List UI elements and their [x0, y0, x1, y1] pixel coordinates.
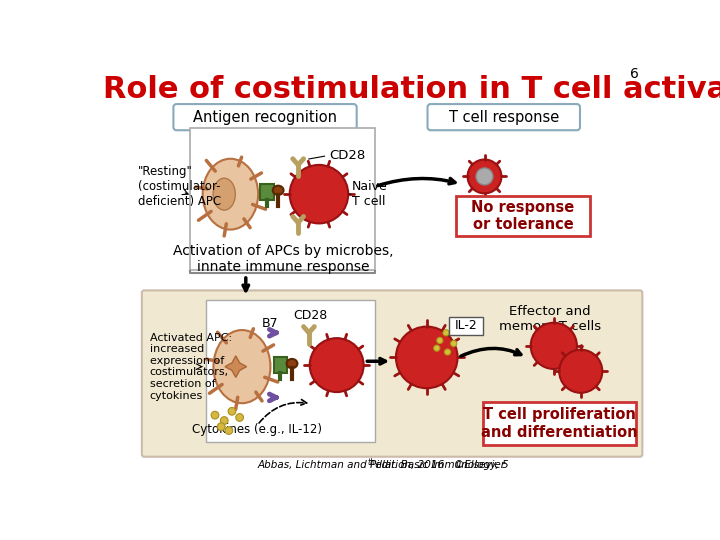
- Text: Activation of APCs by microbes,
innate immune response: Activation of APCs by microbes, innate i…: [173, 244, 393, 274]
- Circle shape: [396, 327, 457, 388]
- Circle shape: [531, 323, 577, 369]
- Circle shape: [228, 408, 235, 415]
- Text: CD28: CD28: [329, 149, 365, 162]
- Circle shape: [433, 345, 440, 351]
- FancyBboxPatch shape: [260, 184, 274, 200]
- Text: 6: 6: [630, 67, 639, 81]
- FancyBboxPatch shape: [449, 316, 483, 335]
- Circle shape: [451, 340, 456, 347]
- Polygon shape: [225, 356, 246, 377]
- Ellipse shape: [213, 178, 235, 210]
- Circle shape: [476, 168, 493, 185]
- FancyBboxPatch shape: [456, 195, 590, 236]
- Text: CD28: CD28: [293, 309, 328, 322]
- Text: No response
or tolerance: No response or tolerance: [472, 199, 575, 232]
- Ellipse shape: [273, 186, 284, 195]
- FancyBboxPatch shape: [274, 357, 287, 373]
- Text: Abbas, Lichtman and Pillai. Basic Immunology, 5: Abbas, Lichtman and Pillai. Basic Immuno…: [257, 460, 509, 470]
- Text: th: th: [367, 457, 375, 467]
- FancyBboxPatch shape: [190, 128, 375, 271]
- Text: T cell response: T cell response: [449, 110, 559, 125]
- FancyBboxPatch shape: [174, 104, 356, 130]
- Circle shape: [220, 417, 228, 424]
- Text: edition, 2016   ©Elsevier: edition, 2016 ©Elsevier: [372, 460, 505, 470]
- Circle shape: [225, 427, 233, 434]
- Circle shape: [235, 414, 243, 421]
- Text: Role of costimulation in T cell activation: Role of costimulation in T cell activati…: [104, 75, 720, 104]
- Circle shape: [217, 423, 225, 430]
- Text: Effector and
memory T cells: Effector and memory T cells: [499, 305, 601, 333]
- Circle shape: [467, 159, 501, 193]
- FancyBboxPatch shape: [206, 300, 375, 442]
- Text: Cytokines (e.g., IL-12): Cytokines (e.g., IL-12): [192, 423, 323, 436]
- Circle shape: [310, 338, 364, 392]
- Text: Activated APC:
increased
expression of
costimulators,
secretion of
cytokines: Activated APC: increased expression of c…: [150, 333, 232, 401]
- Circle shape: [444, 349, 451, 355]
- Circle shape: [559, 350, 603, 393]
- FancyBboxPatch shape: [142, 291, 642, 457]
- Text: B7: B7: [262, 317, 279, 330]
- Circle shape: [437, 338, 443, 343]
- Text: Antigen recognition: Antigen recognition: [193, 110, 337, 125]
- Text: T cell proliferation
and differentiation: T cell proliferation and differentiation: [481, 407, 637, 440]
- Text: Naive
T cell: Naive T cell: [352, 180, 388, 208]
- Text: "Resting"
(costimulator-
deficient) APC: "Resting" (costimulator- deficient) APC: [138, 165, 221, 208]
- Ellipse shape: [213, 330, 271, 403]
- Ellipse shape: [202, 159, 258, 230]
- FancyBboxPatch shape: [483, 402, 636, 445]
- FancyBboxPatch shape: [428, 104, 580, 130]
- Circle shape: [443, 330, 449, 336]
- Ellipse shape: [287, 359, 297, 368]
- Circle shape: [211, 411, 219, 419]
- Text: IL-2: IL-2: [454, 319, 477, 332]
- Circle shape: [289, 165, 348, 224]
